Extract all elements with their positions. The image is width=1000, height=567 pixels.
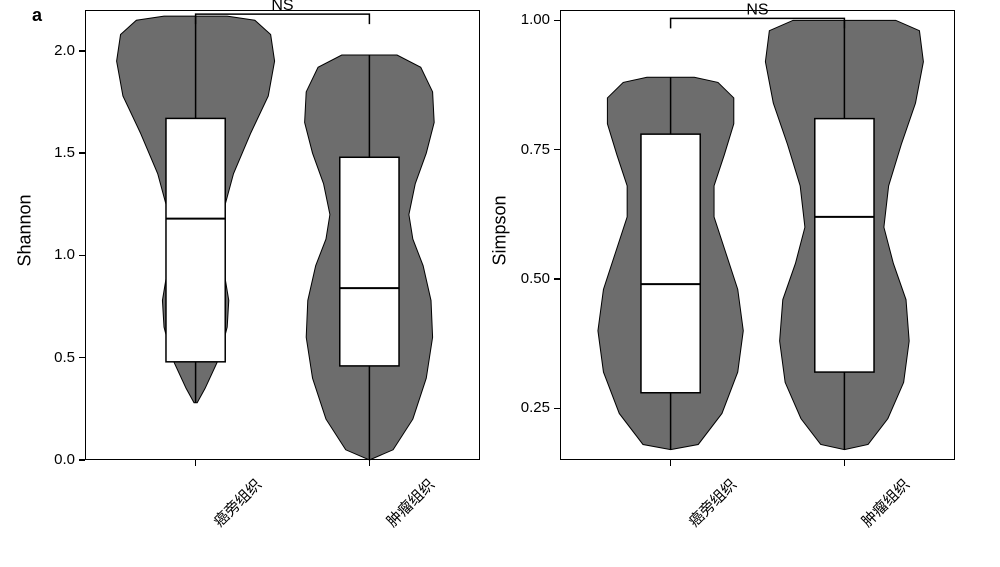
y-tick-mark [79,255,85,257]
y-tick-mark [79,50,85,52]
panel-b-svg: NS [560,10,955,460]
x-tick-mark [195,460,197,466]
x-tick-mark [670,460,672,466]
x-tick-label: 癌旁组织 [208,474,265,531]
y-tick-mark [554,20,560,22]
y-tick-label: 0.50 [510,270,550,287]
sig-label: NS [746,1,768,18]
y-tick-mark [79,459,85,461]
y-tick-label: 1.5 [35,144,75,161]
panel-a-y-title: Shannon [15,191,36,271]
box-rect [166,118,225,361]
x-tick-label: 肿瘤组织 [382,474,439,531]
figure-container: a Shannon NS Simpson NS 0.0 0.5 1.0 1.5 2.0 癌… [0,0,1000,567]
box-rect [340,157,399,366]
y-tick-label: 0.75 [510,141,550,158]
y-tick-label: 2.0 [35,42,75,59]
y-tick-label: 1.0 [35,246,75,263]
x-tick-label: 癌旁组织 [683,474,740,531]
y-tick-mark [554,149,560,151]
x-tick-mark [369,460,371,466]
y-tick-label: 0.0 [35,451,75,468]
y-tick-label: 1.00 [510,11,550,28]
y-tick-mark [79,152,85,154]
panel-b-y-title: Simpson [490,191,511,271]
y-tick-label: 0.5 [35,349,75,366]
x-tick-mark [844,460,846,466]
panel-a-svg: NS [85,10,480,460]
sig-label: NS [271,0,293,14]
y-tick-mark [79,357,85,359]
y-tick-mark [554,278,560,280]
y-tick-mark [554,408,560,410]
y-tick-label: 0.25 [510,399,550,416]
box-rect [641,134,700,393]
box-rect [815,119,874,372]
panel-a-label: a [32,5,42,26]
x-tick-label: 肿瘤组织 [857,474,914,531]
